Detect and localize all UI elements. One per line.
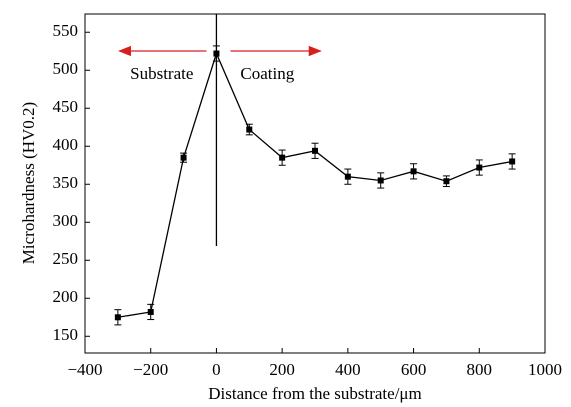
y-tick-label: 250 xyxy=(53,249,79,268)
marker xyxy=(476,164,483,171)
y-tick-label: 150 xyxy=(53,325,79,344)
marker xyxy=(377,177,384,184)
marker xyxy=(114,314,121,321)
x-tick-label: 800 xyxy=(467,360,493,379)
y-tick-label: 550 xyxy=(53,21,79,40)
x-tick-label: 1000 xyxy=(528,360,562,379)
y-tick-label: 400 xyxy=(53,135,79,154)
y-axis-title: Microhardness (HV0.2) xyxy=(19,102,38,264)
y-tick-label: 200 xyxy=(53,287,79,306)
y-tick-label: 350 xyxy=(53,173,79,192)
marker xyxy=(344,173,351,180)
y-tick-label: 300 xyxy=(53,211,79,230)
series-line xyxy=(117,51,513,318)
marker xyxy=(410,168,417,175)
y-tick-label: 500 xyxy=(53,59,79,78)
marker xyxy=(509,158,516,165)
plot-frame xyxy=(84,13,546,354)
marker xyxy=(443,178,450,185)
marker xyxy=(180,154,187,161)
marker xyxy=(213,50,220,57)
x-tick-label: 200 xyxy=(269,360,295,379)
x-axis-title: Distance from the substrate/μm xyxy=(208,384,422,403)
marker xyxy=(147,308,154,315)
x-tick-label: 0 xyxy=(212,360,221,379)
annotation: Substrate xyxy=(130,64,193,83)
marker xyxy=(246,126,253,133)
marker xyxy=(279,154,286,161)
annotation: Coating xyxy=(240,64,294,83)
x-tick-label: −200 xyxy=(133,360,168,379)
x-tick-label: 400 xyxy=(335,360,361,379)
x-tick-label: 600 xyxy=(401,360,427,379)
marker xyxy=(312,147,318,154)
x-tick-label: −400 xyxy=(67,360,102,379)
y-tick-label: 450 xyxy=(53,97,79,116)
